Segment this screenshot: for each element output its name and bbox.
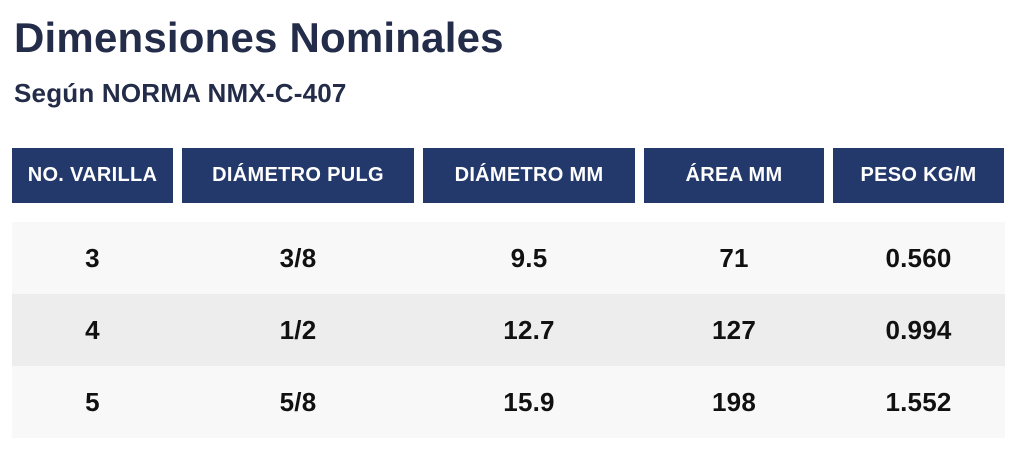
cell-no-varilla: 4: [85, 314, 100, 345]
page: Dimensiones Nominales Según NORMA NMX-C-…: [0, 14, 1024, 438]
column-header-diametro-mm: DIÁMETRO MM: [423, 148, 635, 203]
page-subtitle: Según NORMA NMX-C-407: [14, 78, 347, 108]
dimensions-table: NO. VARILLA DIÁMETRO PULG DIÁMETRO MM ÁR…: [12, 148, 1005, 438]
cell-diametro-pulg: 5/8: [279, 386, 317, 417]
table-row: 4 1/2 12.7 127 0.994: [12, 294, 1005, 366]
column-header-no-varilla: NO. VARILLA: [12, 148, 173, 203]
page-title: Dimensiones Nominales: [14, 14, 504, 61]
cell-diametro-pulg: 3/8: [279, 242, 317, 273]
cell-area-mm: 127: [712, 314, 756, 345]
column-header-diametro-pulg: DIÁMETRO PULG: [182, 148, 414, 203]
column-header-peso-kgm: PESO KG/M: [833, 148, 1004, 203]
cell-peso-kgm: 1.552: [885, 386, 952, 417]
table-row: 5 5/8 15.9 198 1.552: [12, 366, 1005, 438]
cell-area-mm: 71: [719, 242, 749, 273]
cell-diametro-pulg: 1/2: [279, 314, 317, 345]
cell-diametro-mm: 12.7: [503, 314, 555, 345]
cell-peso-kgm: 0.560: [885, 242, 952, 273]
title-block: Dimensiones Nominales Según NORMA NMX-C-…: [0, 14, 1024, 108]
table-body: 3 3/8 9.5 71 0.560 4 1/2 12.7 127 0.994 …: [12, 222, 1005, 438]
cell-no-varilla: 3: [85, 242, 100, 273]
cell-diametro-mm: 9.5: [510, 242, 548, 273]
cell-no-varilla: 5: [85, 386, 100, 417]
table-header-row: NO. VARILLA DIÁMETRO PULG DIÁMETRO MM ÁR…: [12, 148, 1005, 203]
column-header-area-mm: ÁREA MM: [644, 148, 824, 203]
cell-area-mm: 198: [712, 386, 756, 417]
cell-diametro-mm: 15.9: [503, 386, 555, 417]
table-row: 3 3/8 9.5 71 0.560: [12, 222, 1005, 294]
cell-peso-kgm: 0.994: [885, 314, 952, 345]
